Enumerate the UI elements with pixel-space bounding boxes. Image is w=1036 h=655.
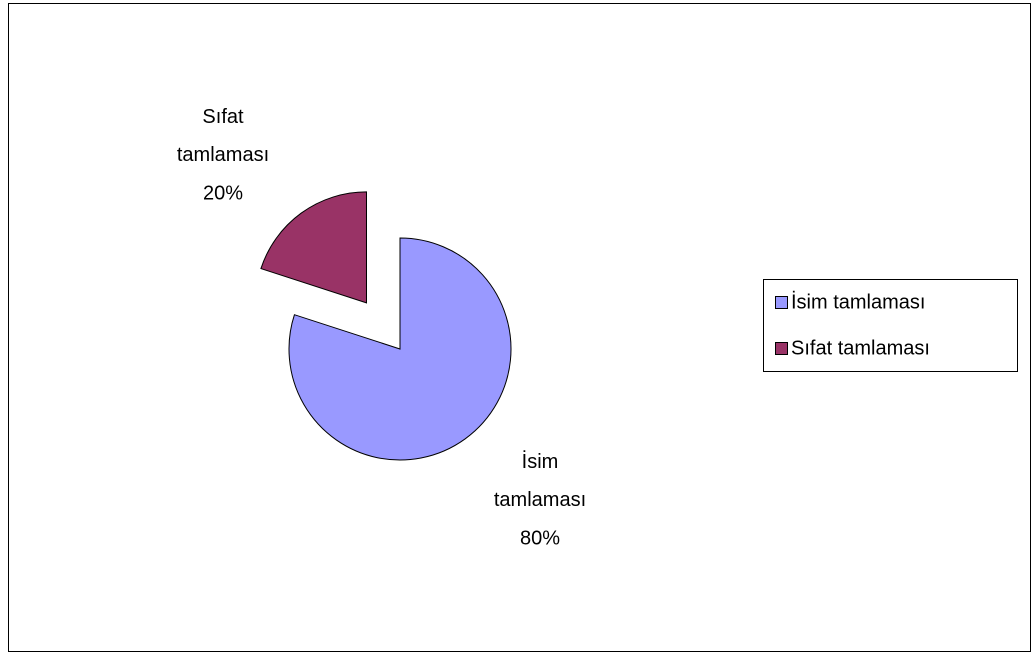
data-label-value: 20% [203,182,243,204]
data-label-value: 80% [520,527,560,549]
legend-swatch [775,296,788,309]
legend-box [763,279,1018,372]
data-label-category: İsim tamlaması [494,450,586,511]
legend-label: Sıfat tamlaması [791,337,930,359]
legend-swatch [775,342,788,355]
data-label-category: Sıfat tamlaması [177,106,269,166]
legend-label: İsim tamlaması [791,290,925,313]
pie-slice [260,191,367,304]
pie-slice [288,237,512,461]
